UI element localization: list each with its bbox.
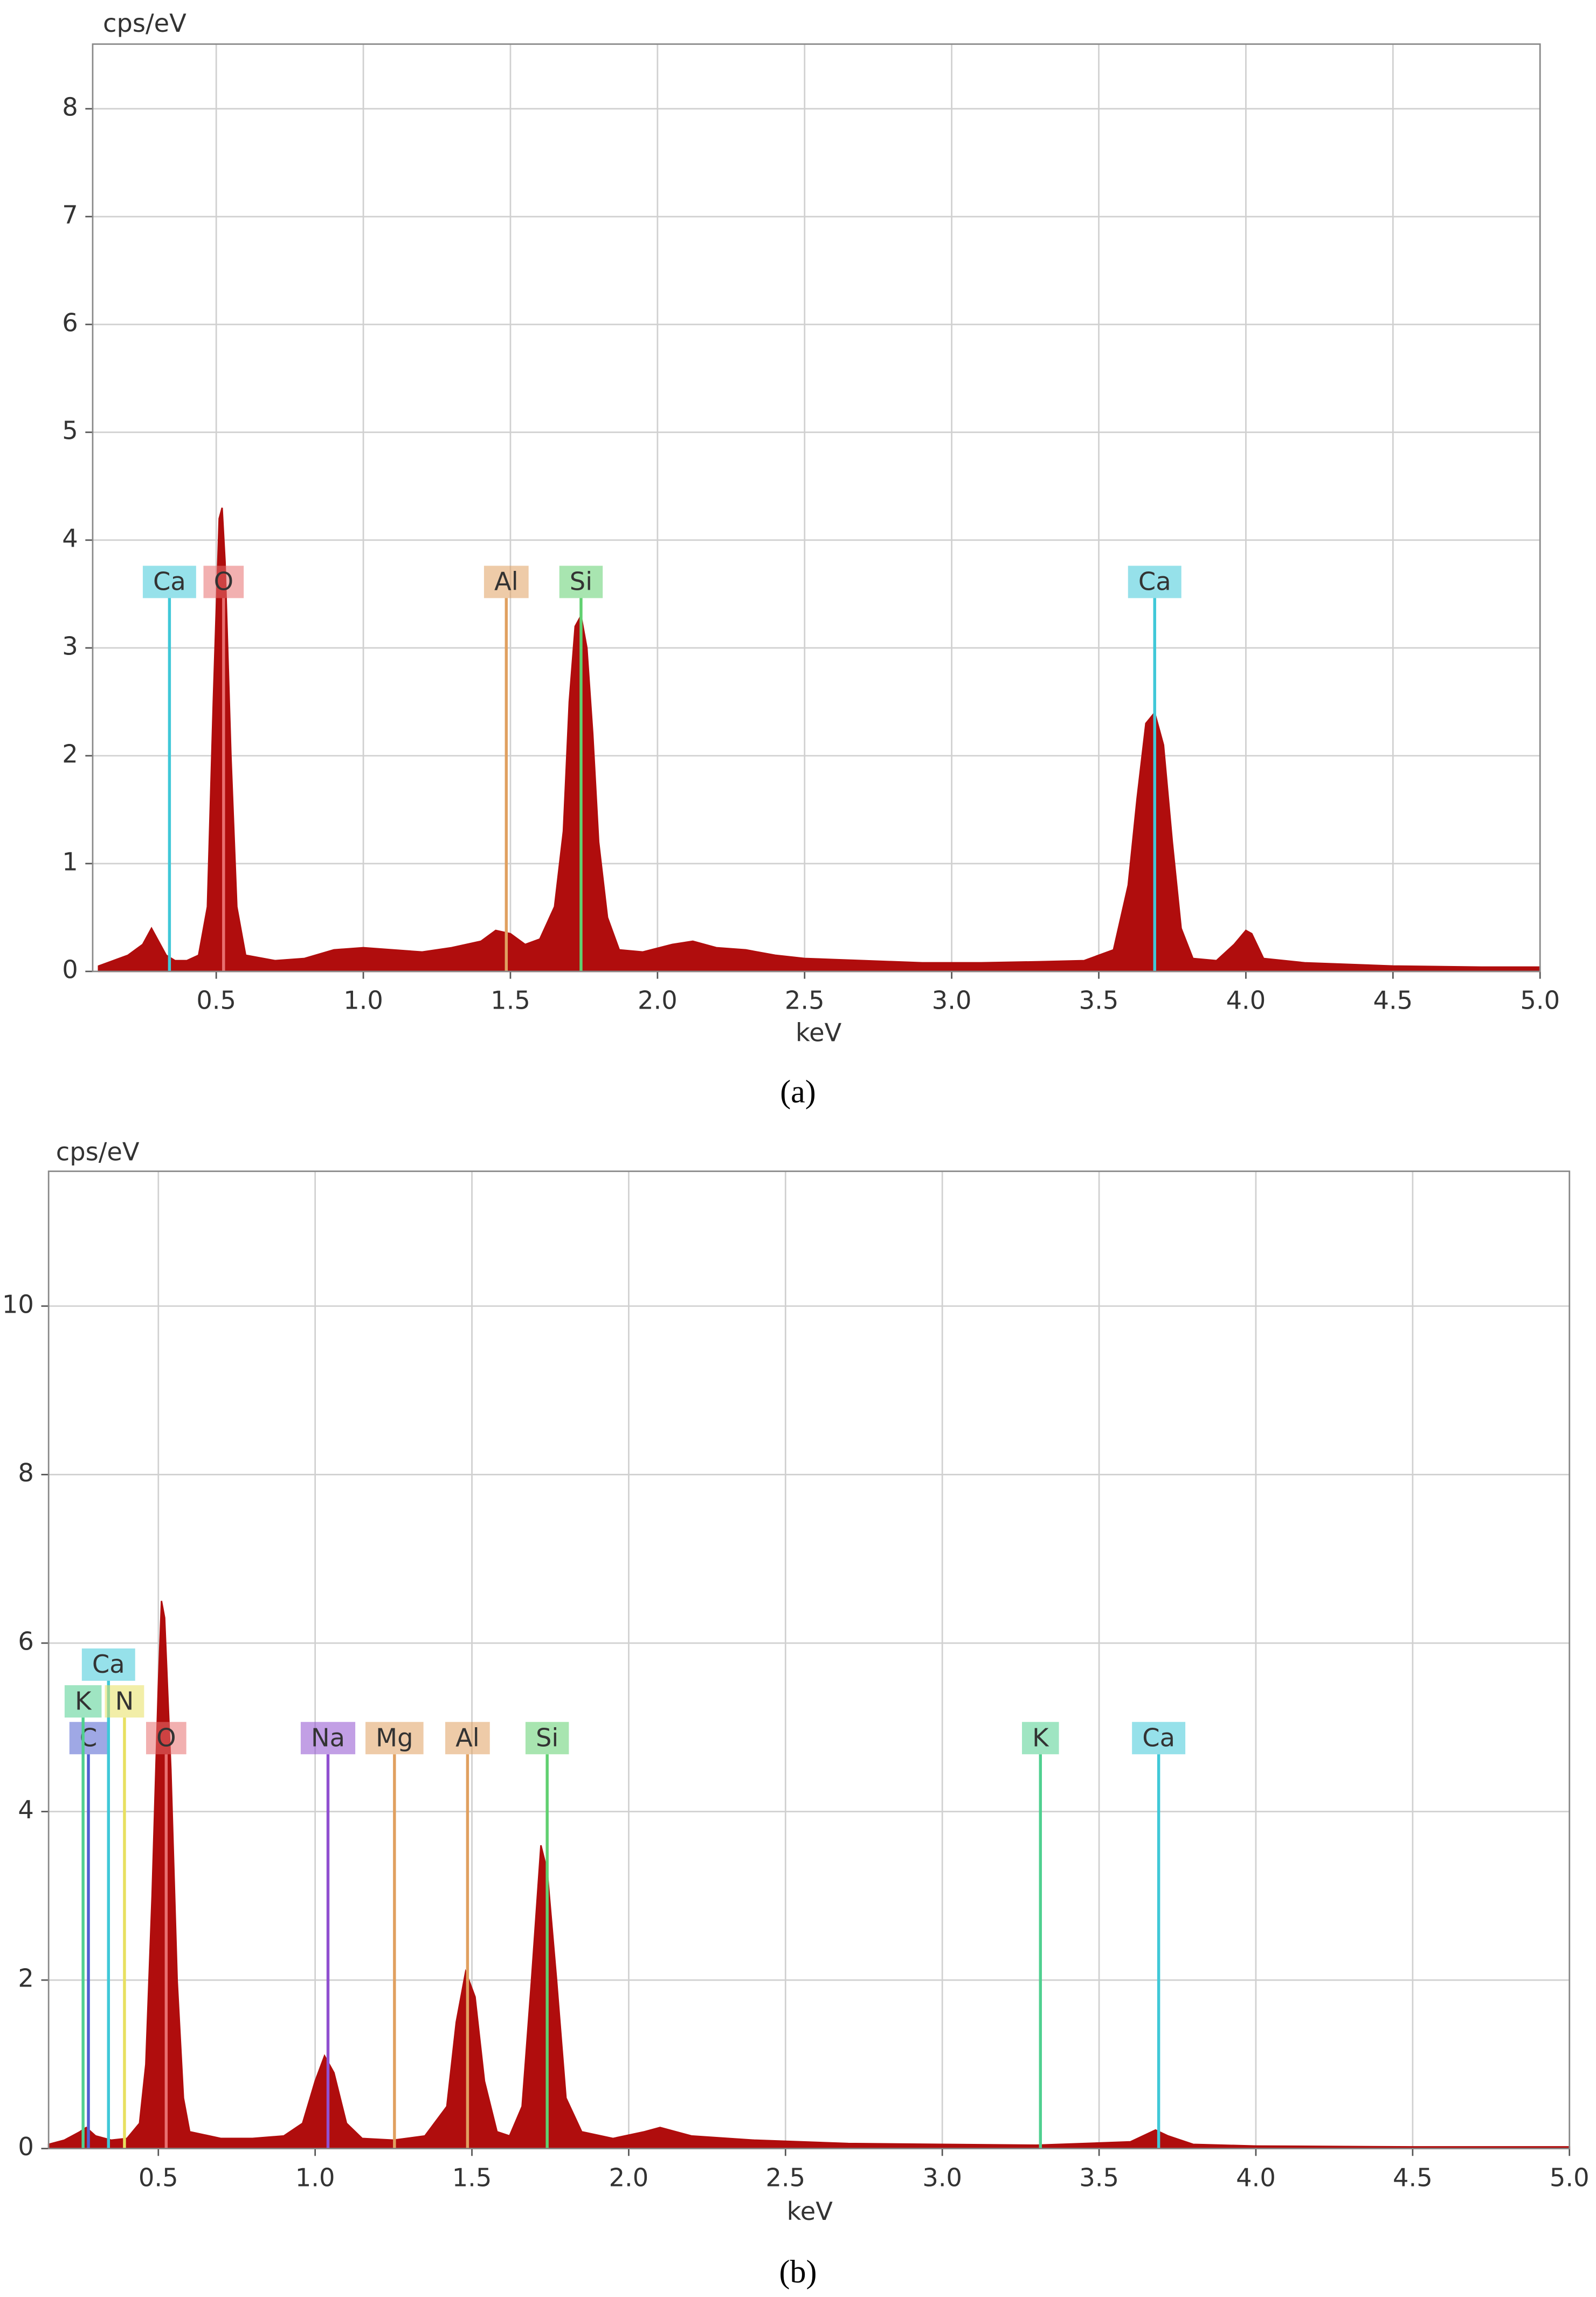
x-tick-label: 2.0 [609,2163,649,2192]
y-tick-label: 5 [62,416,78,445]
element-marker: Mg [365,1722,424,2149]
element-label-box [142,565,196,598]
element-marker: Ca [81,1648,135,2149]
element-label: Si [570,567,592,596]
element-label-box [525,1722,569,1755]
element-label-box [483,565,529,598]
plot-area [92,44,1540,971]
element-label: K [1032,1723,1049,1752]
x-axis-title: keV [787,2197,833,2226]
y-axis-title: cps/eV [56,1137,140,1167]
element-label-box [105,1685,144,1718]
x-tick-label: 1.0 [343,986,383,1015]
element-marker: Ca [142,565,196,971]
x-tick-label: 5.0 [1550,2163,1590,2192]
x-axis-title: keV [796,1018,842,1047]
x-tick-label: 4.5 [1373,986,1413,1015]
element-label: O [214,567,233,596]
x-tick-label: 5.0 [1520,986,1560,1015]
caption: (a) [780,1074,816,1109]
x-tick-label: 1.5 [452,2163,492,2192]
y-tick-label: 8 [62,92,78,121]
x-tick-label: 1.5 [490,986,530,1015]
plot-frame [47,1170,1571,2150]
x-tick-label: 1.0 [295,2163,335,2192]
element-label: Al [494,567,519,596]
y-tick-label: 3 [62,631,78,660]
element-label-box [81,1648,135,1681]
x-tick-label: 4.5 [1393,2163,1433,2192]
x-tick-label: 3.0 [922,2163,962,2192]
x-tick-label: 3.5 [1079,2163,1119,2192]
element-label: Si [536,1723,558,1752]
x-tick-label: 2.5 [765,2163,805,2192]
element-label-box [365,1722,424,1755]
element-label: Ca [153,567,186,596]
element-marker: Ca [1128,565,1182,971]
element-marker: Si [559,565,603,971]
x-tick-label: 2.5 [785,986,825,1015]
element-label-box [146,1722,186,1755]
x-tick-label: 2.0 [638,986,678,1015]
element-label-box [300,1722,356,1755]
element-marker: K [1022,1722,1059,2149]
element-label: Al [455,1723,480,1752]
element-label: Na [311,1723,345,1752]
x-tick-label: 4.0 [1236,2163,1276,2192]
element-label: Ca [1138,567,1171,596]
x-tick-label: 3.0 [932,986,972,1015]
element-marker: Ca [1132,1722,1186,2149]
y-tick-label: 0 [62,955,78,984]
y-tick-label: 2 [18,1964,33,1993]
y-tick-label: 2 [62,739,78,768]
plot-area [49,1171,1570,2149]
element-label-box [559,565,603,598]
element-label: Ca [1142,1723,1175,1752]
plot-frame [92,43,1541,972]
y-tick-label: 0 [18,2132,33,2161]
y-tick-label: 8 [18,1458,33,1487]
element-label-box [445,1722,490,1755]
x-tick-label: 0.5 [196,986,236,1015]
y-tick-label: 10 [2,1289,34,1319]
element-marker: Si [525,1722,569,2149]
y-axis-title: cps/eV [103,9,186,38]
element-label-box [203,565,244,598]
element-marker: Na [300,1722,356,2149]
element-label: Ca [92,1650,125,1679]
element-marker: O [146,1722,186,2149]
element-label-box [1132,1722,1186,1755]
y-tick-label: 6 [18,1626,33,1656]
spectrum-area [47,1601,1571,2150]
y-tick-label: 4 [18,1795,33,1824]
element-label-box [1022,1722,1059,1755]
element-label: Mg [376,1723,413,1752]
caption: (b) [779,2254,817,2289]
element-label: K [75,1686,92,1715]
element-marker: N [105,1685,144,2149]
spectrum-area [98,507,1541,972]
y-tick-label: 1 [62,847,78,876]
element-marker: K [64,1685,102,2149]
element-marker: O [203,565,244,971]
y-tick-label: 6 [62,308,78,337]
y-tick-label: 7 [62,200,78,229]
x-tick-label: 0.5 [139,2163,178,2192]
element-marker: Al [483,565,529,971]
x-tick-label: 4.0 [1226,986,1266,1015]
element-marker: Al [445,1722,490,2149]
element-label-box [69,1722,108,1755]
element-label-box [64,1685,102,1718]
element-label-box [1128,565,1182,598]
x-tick-label: 3.5 [1079,986,1119,1015]
y-tick-label: 4 [62,523,78,553]
element-label: N [115,1686,134,1715]
element-label: O [156,1723,176,1752]
